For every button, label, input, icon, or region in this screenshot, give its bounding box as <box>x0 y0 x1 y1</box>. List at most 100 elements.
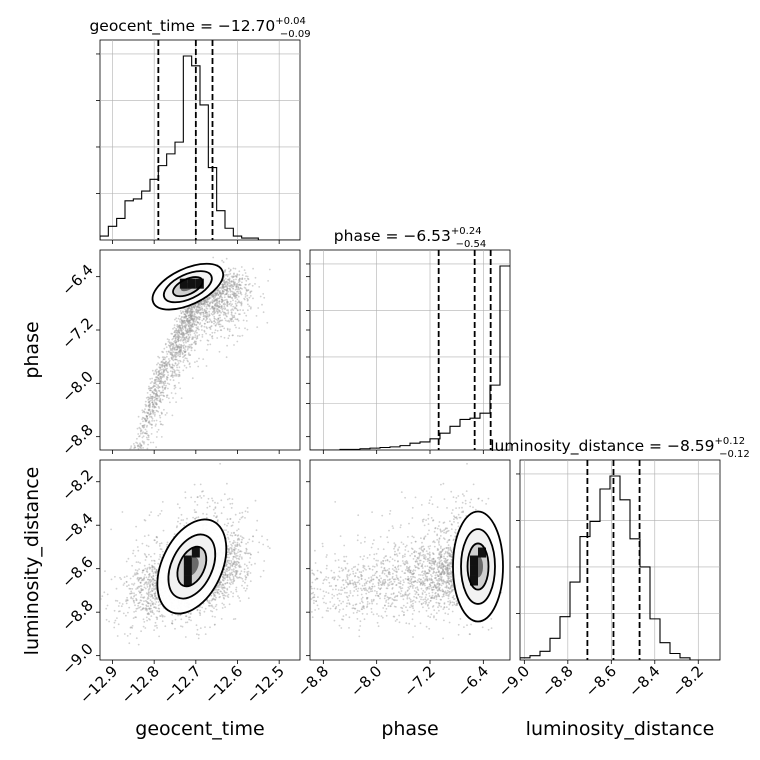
scatter-point <box>202 303 205 305</box>
scatter-point <box>152 578 155 581</box>
scatter-point <box>179 349 182 352</box>
scatter-point <box>137 643 140 646</box>
scatter-point <box>236 560 239 563</box>
scatter-point <box>147 399 150 401</box>
scatter-point <box>192 305 195 308</box>
scatter-point <box>247 298 249 301</box>
scatter-point <box>220 581 223 583</box>
scatter-point <box>219 325 221 328</box>
scatter-point <box>175 331 177 334</box>
scatter-point <box>159 548 162 550</box>
scatter-point <box>159 397 162 400</box>
scatter-point <box>173 387 176 390</box>
scatter-point <box>226 320 229 322</box>
scatter-point <box>199 322 202 324</box>
scatter-point <box>200 324 203 327</box>
scatter-point <box>245 548 248 551</box>
scatter-point <box>218 586 221 588</box>
scatter-point <box>195 340 197 343</box>
scatter-point <box>187 321 190 323</box>
scatter-point <box>240 556 243 559</box>
scatter-point <box>229 552 231 555</box>
scatter-point <box>162 394 164 397</box>
scatter-point <box>147 434 150 437</box>
scatter-point <box>203 299 205 302</box>
scatter-point <box>227 290 230 293</box>
scatter-point <box>244 510 247 513</box>
scatter-point <box>240 304 243 307</box>
scatter-point <box>192 305 195 308</box>
scatter-point <box>183 319 186 322</box>
scatter-point <box>202 358 205 360</box>
scatter-point <box>151 409 154 412</box>
scatter-point <box>213 515 215 517</box>
scatter-point <box>165 369 168 372</box>
scatter-point <box>230 284 233 287</box>
scatter-point <box>213 589 216 592</box>
scatter-point <box>217 297 220 300</box>
scatter-point <box>230 591 233 593</box>
scatter-point <box>239 573 241 576</box>
scatter-point <box>101 595 104 597</box>
scatter-point <box>166 382 169 385</box>
scatter-point <box>190 315 193 317</box>
scatter-point <box>174 355 176 357</box>
scatter-point <box>194 309 197 311</box>
scatter-point <box>225 293 228 295</box>
scatter-point <box>208 297 211 300</box>
scatter-point <box>208 305 211 308</box>
scatter-point <box>153 415 156 417</box>
scatter-point <box>163 395 166 397</box>
scatter-point <box>247 574 249 577</box>
scatter-point <box>237 283 240 286</box>
scatter-point <box>193 306 196 309</box>
scatter-point <box>204 299 207 302</box>
scatter-point <box>221 319 224 322</box>
scatter-point <box>178 366 181 369</box>
scatter-point <box>161 385 164 388</box>
scatter-point <box>244 272 247 274</box>
scatter-point <box>143 569 145 571</box>
scatter-point <box>251 284 254 287</box>
scatter-point <box>235 326 237 329</box>
scatter-point <box>191 308 193 311</box>
scatter-point <box>228 280 231 282</box>
scatter-point <box>226 579 229 581</box>
scatter-point <box>211 605 214 608</box>
density-peak-cell <box>187 278 196 289</box>
scatter-point <box>187 307 190 309</box>
scatter-point <box>154 571 157 574</box>
scatter-point <box>139 429 142 432</box>
scatter-point <box>184 327 187 330</box>
scatter-point <box>219 296 222 298</box>
scatter-point <box>255 529 258 532</box>
scatter-point <box>155 371 158 374</box>
scatter-point <box>220 305 223 308</box>
scatter-point <box>202 318 205 321</box>
scatter-point <box>241 515 244 518</box>
scatter-point <box>211 300 214 303</box>
scatter-point <box>230 551 233 553</box>
scatter-point <box>139 581 142 584</box>
scatter-point <box>155 403 158 406</box>
scatter-point <box>151 420 154 422</box>
scatter-point <box>224 289 227 291</box>
scatter-point <box>179 350 182 352</box>
scatter-point <box>140 577 143 580</box>
scatter-point <box>148 607 151 610</box>
scatter-point <box>236 541 239 544</box>
scatter-point <box>149 395 152 398</box>
scatter-point <box>221 286 224 289</box>
scatter-point <box>180 344 183 346</box>
scatter-point <box>222 577 225 579</box>
scatter-point <box>137 572 139 575</box>
scatter-point <box>231 296 233 299</box>
scatter-point <box>147 421 150 424</box>
scatter-point <box>158 386 161 389</box>
scatter-point <box>135 525 138 528</box>
scatter-point <box>240 516 243 519</box>
scatter-point <box>177 375 180 378</box>
scatter-point <box>184 491 187 493</box>
scatter-point <box>155 598 158 600</box>
scatter-point <box>146 571 149 573</box>
